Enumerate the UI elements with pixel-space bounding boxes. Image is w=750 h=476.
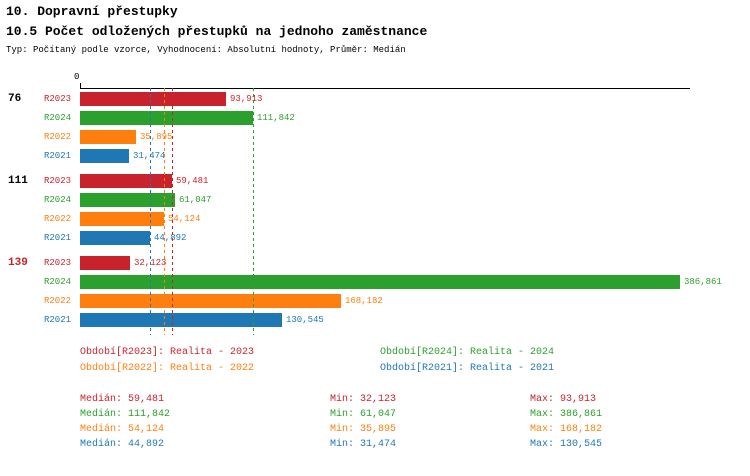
report-title: 10. Dopravní přestupky: [6, 4, 178, 19]
stat-max: Max: 386,861: [530, 409, 603, 420]
series-label: R2024: [44, 113, 72, 123]
median-line: [253, 88, 254, 335]
group-label: 111: [8, 175, 28, 187]
bar-value-label: 93,913: [230, 94, 263, 104]
group-label: 76: [8, 93, 22, 105]
x-axis-zero-label: 0: [74, 72, 80, 82]
stat-median: Medián: 54,124: [80, 424, 165, 435]
bar-row: R2021 44,892: [0, 231, 750, 245]
legend: Období[R2023]: Realita - 2023 Období[R202…: [80, 346, 680, 375]
bar-row: R2022 35,895: [0, 130, 750, 144]
bar-value-label: 31,474: [133, 149, 165, 163]
series-label: R2023: [44, 94, 72, 104]
stat-min: Min: 35,895: [330, 424, 397, 435]
bar-row: R2024 111,842: [0, 111, 750, 125]
report-meta: Typ: Počítaný podle vzorce, Vyhodnocení:…: [6, 45, 406, 55]
median-line: [164, 88, 165, 335]
series-label: R2022: [44, 214, 72, 224]
bar: [80, 92, 226, 106]
stats-row: Medián: 54,124 Min: 35,895 Max: 168,182: [80, 422, 710, 437]
stats-row: Medián: 59,481 Min: 32,123 Max: 93,913: [80, 392, 710, 407]
bar-value-label: 386,861: [684, 277, 722, 287]
series-label: R2021: [44, 151, 72, 161]
bar-row: R2024 386,861: [0, 275, 750, 289]
series-label: R2022: [44, 296, 72, 306]
x-axis-tick: [80, 83, 81, 88]
bar-row: R2024 61,047: [0, 193, 750, 207]
legend-item: Období[R2021]: Realita - 2021: [380, 363, 555, 374]
bar-row: R2021 31,474: [0, 149, 750, 163]
stat-max: Max: 93,913: [530, 394, 597, 405]
series-label: R2023: [44, 176, 72, 186]
bar-row: 111 R2023 59,481: [0, 174, 750, 188]
stats-row: Medián: 111,842 Min: 61,047 Max: 386,861: [80, 407, 710, 422]
bar-value-label: 54,124: [168, 214, 201, 224]
legend-item: Období[R2024]: Realita - 2024: [380, 347, 555, 358]
bar-chart: 0 76 R2023 93,913 R2024 111,842 R2022 35,895 R2…: [0, 72, 750, 344]
bar-value-label: 35,895: [140, 132, 173, 142]
bar: [80, 130, 136, 144]
bar-value-label: 44,892: [154, 233, 187, 243]
bar: [80, 256, 130, 270]
x-axis-line: [80, 88, 690, 89]
legend-item: Období[R2023]: Realita - 2023: [80, 347, 255, 358]
median-line: [172, 88, 173, 335]
bar-value-label: 168,182: [345, 296, 383, 306]
bar: [80, 193, 175, 207]
series-label: R2021: [44, 233, 72, 243]
stat-median: Medián: 111,842: [80, 409, 171, 420]
stats-row: Medián: 44,892 Min: 31,474 Max: 130,545: [80, 437, 710, 452]
bar-row: R2022 54,124: [0, 212, 750, 226]
bar-row: 139R202332,123: [0, 256, 750, 270]
stat-min: Min: 61,047: [330, 409, 397, 420]
stats-table: Medián: 59,481 Min: 32,123 Max: 93,913 Medi…: [80, 392, 710, 452]
bar-row: R2021 130,545: [0, 313, 750, 327]
stat-max: Max: 130,545: [530, 439, 603, 450]
bar-row: 76 R2023 93,913: [0, 92, 750, 106]
legend-item: Období[R2022]: Realita - 2022: [80, 363, 255, 374]
stat-median: Medián: 44,892: [80, 439, 165, 450]
bar-value-label: 130,545: [286, 315, 324, 325]
series-label: R2021: [44, 315, 72, 325]
bar: [80, 313, 282, 327]
bar: [80, 294, 341, 308]
bar: [80, 212, 164, 226]
group-label: 139: [8, 257, 28, 269]
series-label: R2023: [44, 258, 72, 268]
bar: [80, 111, 253, 125]
bar-value-label: 61,047: [179, 195, 212, 205]
series-label: R2024: [44, 195, 72, 205]
bar-value-label: 59,481: [176, 176, 209, 186]
bar-value-label: 111,842: [257, 113, 295, 123]
stat-max: Max: 168,182: [530, 424, 603, 435]
series-label: R2024: [44, 277, 72, 287]
bar-row: R2022 168,182: [0, 294, 750, 308]
stat-median: Medián: 59,481: [80, 394, 165, 405]
stat-min: Min: 31,474: [330, 439, 397, 450]
report-subtitle: 10.5 Počet odložených přestupků na jedno…: [6, 24, 428, 39]
median-line: [150, 88, 151, 335]
bar: [80, 174, 172, 188]
bar: [80, 231, 150, 245]
series-label: R2022: [44, 132, 72, 142]
stat-min: Min: 32,123: [330, 394, 397, 405]
bar: [80, 149, 129, 163]
bar: [80, 275, 680, 289]
